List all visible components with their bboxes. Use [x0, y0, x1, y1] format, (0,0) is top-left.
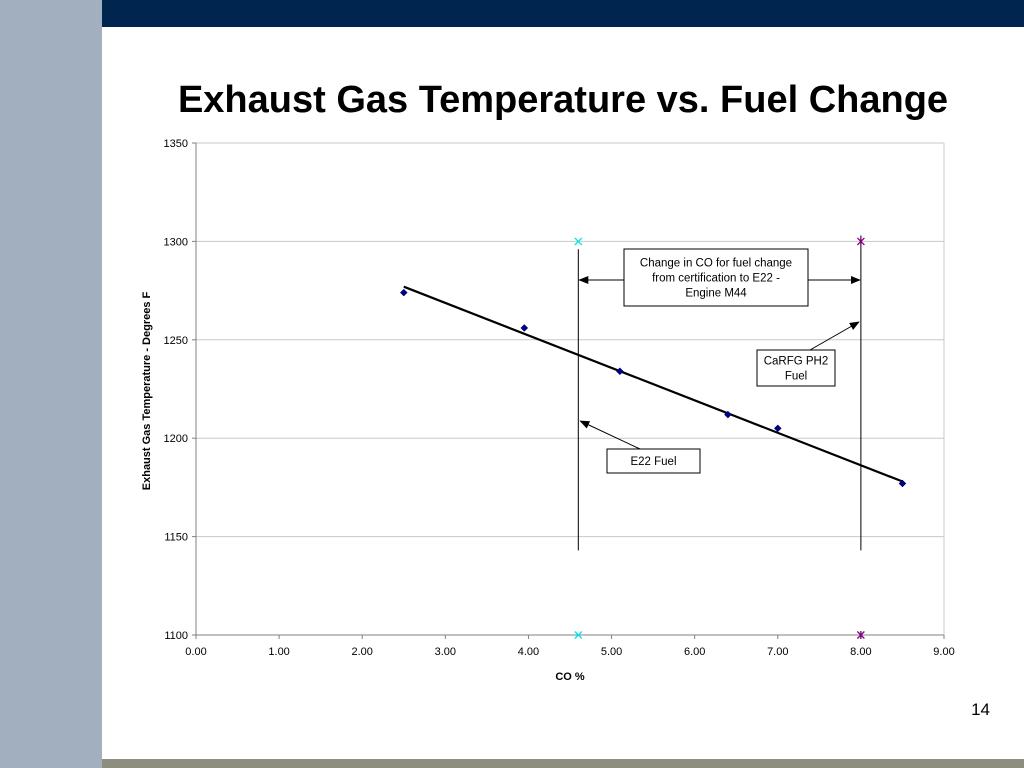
x-tick-label: 6.00: [684, 646, 705, 658]
data-point: [616, 367, 624, 376]
e22-x-marker: [574, 631, 583, 639]
carfg-star-marker: [856, 631, 865, 639]
callout-co-change-text: Change in CO for fuel change: [640, 258, 792, 270]
y-tick-label: 1350: [164, 138, 188, 150]
y-tick-label: 1250: [164, 335, 188, 347]
y-tick-label: 1300: [164, 236, 188, 248]
x-tick-label: 0.00: [185, 646, 206, 658]
y-axis-title: Exhaust Gas Temperature - Degrees F: [141, 291, 153, 490]
callout-e22-fuel-box: [606, 448, 701, 474]
slide-title: Exhaust Gas Temperature vs. Fuel Change: [177, 79, 949, 121]
e22-leader-arrow: [579, 420, 641, 450]
e22-x-marker: [574, 237, 583, 246]
bottom-footer-band: [102, 759, 1024, 768]
page-number: 14: [971, 700, 990, 719]
x-tick-label: 4.00: [518, 646, 539, 658]
top-header-band: [102, 0, 1024, 27]
scatter-chart: 1100 1150 1200 1250 1300 1350 0.00 1.00 2.00 3.00…: [141, 138, 955, 683]
y-tick-label: 1200: [164, 433, 188, 445]
data-point: [724, 410, 732, 419]
y-tick-label: 1100: [164, 630, 188, 642]
callout-co-change-box: [623, 248, 809, 307]
callout-co-change-text: Engine M44: [685, 288, 747, 300]
data-point: [520, 324, 529, 332]
callout-carfg-ph2-text: CaRFG PH2: [764, 356, 829, 368]
callout-carfg-ph2-text: Fuel: [785, 371, 807, 383]
left-sidebar-band: [0, 0, 102, 768]
trendline: [403, 285, 903, 483]
x-axis-title: CO %: [555, 671, 585, 683]
data-point: [399, 288, 408, 297]
y-tick-label: 1150: [164, 532, 188, 544]
x-tick-label: 9.00: [933, 646, 954, 658]
x-tick-label: 8.00: [850, 646, 871, 658]
carfg-star-marker: [856, 237, 865, 246]
x-tick-label: 5.00: [601, 646, 622, 658]
carfg-leader-arrow: [809, 321, 860, 351]
data-point: [898, 479, 907, 488]
x-tick-label: 2.00: [352, 646, 373, 658]
x-tick-label: 7.00: [767, 646, 788, 658]
x-tick-label: 3.00: [435, 646, 456, 658]
callout-carfg-ph2-box: [756, 349, 836, 387]
x-tick-label: 1.00: [268, 646, 289, 658]
callout-co-change-text: from certification to E22 -: [652, 273, 780, 285]
callout-e22-fuel-text: E22 Fuel: [630, 456, 676, 468]
data-point: [773, 424, 782, 433]
